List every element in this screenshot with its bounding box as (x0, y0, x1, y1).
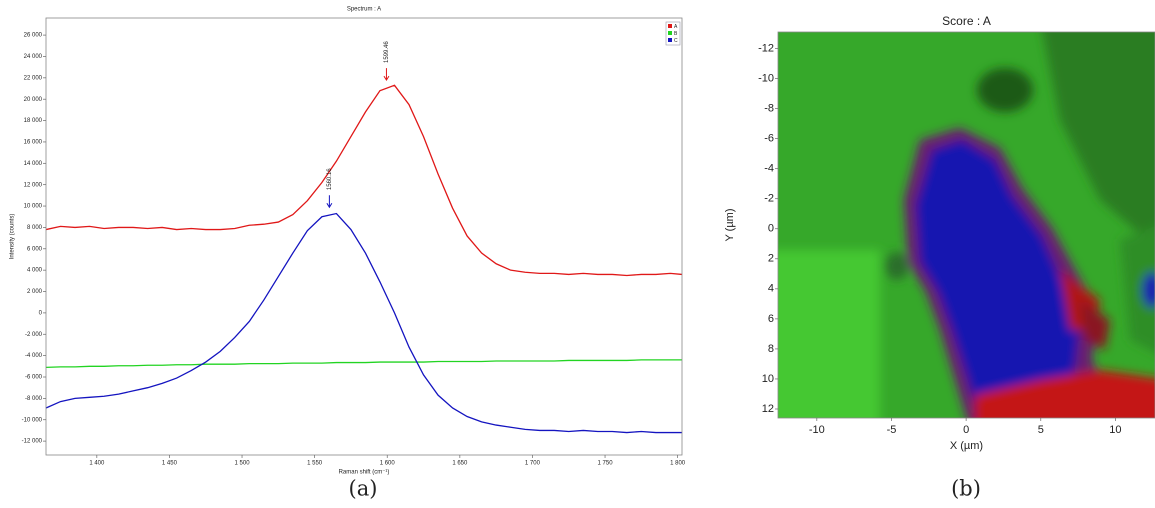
y-tick-label: 22 000 (24, 75, 43, 81)
y-tick-label: 12 000 (24, 182, 43, 188)
peak-arrow (383, 68, 390, 82)
x-tick-label: 1 500 (235, 461, 251, 467)
y-tick-label: 8 (768, 343, 774, 355)
y-tick-label: -6 (764, 133, 774, 145)
caption: (b) (951, 477, 981, 501)
x-tick-label: 1 450 (162, 461, 178, 467)
x-tick-label: 1 600 (380, 461, 396, 467)
x-tick-label: 5 (1038, 424, 1044, 436)
y-tick-label: 0 (39, 310, 43, 316)
y-tick-label: 6 000 (27, 246, 43, 252)
x-tick-label: 1 550 (307, 461, 323, 467)
x-tick-label: 1 700 (525, 461, 541, 467)
y-tick-label: 2 (768, 253, 774, 265)
chart-title: Spectrum : A (347, 7, 381, 13)
y-tick-label: -10 000 (22, 417, 43, 423)
peak-label: 1599.46 (384, 41, 390, 63)
y-tick-label: 12 (762, 403, 774, 415)
legend-swatch (668, 24, 672, 28)
y-tick-label: 16 000 (24, 140, 43, 146)
legend-swatch (668, 31, 672, 35)
y-tick-label: 0 (768, 223, 774, 235)
x-tick-label: 1 650 (452, 461, 468, 467)
x-tick-label: -5 (887, 424, 897, 436)
series-line (45, 212, 682, 434)
score-map (778, 32, 1155, 418)
legend-label: B (674, 31, 678, 37)
x-tick-label: 1 750 (598, 461, 614, 467)
legend-swatch (668, 38, 672, 42)
series-line (45, 359, 682, 369)
y-tick-label: 4 000 (27, 268, 43, 274)
y-axis-label: Intensity (counts) (10, 214, 16, 260)
y-tick-label: -8 (764, 103, 774, 115)
y-tick-label: -2 000 (25, 332, 43, 338)
y-tick-label: -6 000 (25, 375, 43, 381)
y-axis-label: Y (µm) (724, 208, 736, 241)
y-tick-label: 4 (768, 283, 774, 295)
series-line (45, 84, 683, 277)
x-tick-label: 10 (1109, 424, 1121, 436)
legend-label: A (674, 24, 678, 30)
y-tick-label: -2 (764, 193, 774, 205)
legend-label: C (674, 38, 678, 44)
peak-arrow (326, 195, 333, 209)
y-tick-label: -4 (764, 163, 774, 175)
y-tick-label: 8 000 (27, 225, 43, 231)
y-tick-label: 2 000 (27, 289, 43, 295)
y-tick-label: 14 000 (24, 161, 43, 167)
y-tick-label: 26 000 (24, 33, 43, 39)
x-axis-label: Raman shift (cm⁻¹) (339, 470, 390, 476)
x-tick-label: 1 400 (89, 461, 105, 467)
plot-frame (777, 31, 1155, 419)
caption: (a) (349, 477, 378, 501)
y-tick-label: -4 000 (25, 353, 43, 359)
peak-label: 1560.16 (327, 168, 333, 190)
y-tick-label: -8 000 (25, 396, 43, 402)
x-tick-label: 1 800 (670, 461, 686, 467)
y-tick-label: 24 000 (24, 54, 43, 60)
y-tick-label: -12 000 (22, 439, 43, 445)
y-tick-label: -12 (758, 42, 774, 54)
y-tick-label: 10 000 (24, 204, 43, 210)
y-tick-label: 6 (768, 313, 774, 325)
y-tick-label: 18 000 (24, 118, 43, 124)
x-tick-label: 0 (963, 424, 969, 436)
y-tick-label: -10 (758, 72, 774, 84)
x-axis-label: X (µm) (950, 440, 983, 452)
plot-frame (45, 17, 683, 456)
x-tick-label: -10 (809, 424, 825, 436)
y-tick-label: 10 (762, 373, 774, 385)
y-tick-label: 20 000 (24, 97, 43, 103)
chart-title: Score : A (942, 14, 991, 28)
